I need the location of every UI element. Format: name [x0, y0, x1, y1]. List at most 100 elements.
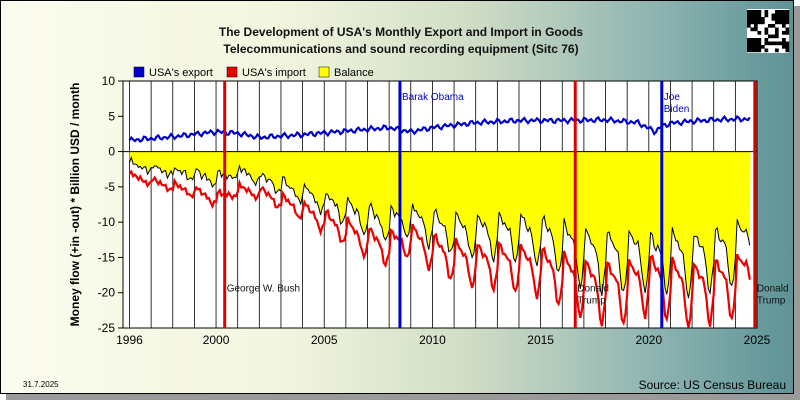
chart-title: The Development of USA's Monthly Export …	[219, 25, 584, 39]
qr-module	[757, 17, 762, 21]
president-label: Donald	[757, 283, 789, 294]
qr-code	[747, 9, 790, 53]
qr-module	[747, 17, 751, 21]
y-tick-label: 10	[102, 74, 116, 88]
qr-module	[782, 17, 786, 21]
qr-module	[747, 48, 751, 53]
qr-module	[747, 38, 751, 42]
x-tick-label: 2010	[419, 333, 446, 347]
x-tick-label: 2025	[744, 333, 771, 347]
qr-module	[764, 10, 769, 14]
x-tick-label: 1996	[116, 333, 143, 347]
qr-module	[747, 45, 751, 49]
qr-module	[771, 17, 776, 21]
export-line	[128, 114, 751, 143]
qr-module	[768, 34, 772, 39]
qr-module	[782, 24, 786, 28]
president-label: Donald	[577, 283, 609, 294]
qr-module	[747, 24, 751, 28]
qr-module	[750, 10, 755, 14]
qr-module	[754, 17, 758, 21]
qr-module	[775, 41, 779, 46]
qr-module	[757, 10, 762, 14]
chart-subtitle: Telecommunications and sound recording e…	[223, 42, 578, 56]
qr-module	[764, 31, 769, 35]
qr-module	[778, 41, 783, 46]
qr-module	[778, 10, 783, 14]
qr-module	[768, 24, 772, 28]
qr-module	[782, 20, 786, 25]
qr-module	[771, 41, 776, 46]
qr-module	[768, 41, 772, 46]
qr-module	[778, 13, 783, 18]
qr-module	[750, 17, 755, 21]
qr-module	[785, 10, 790, 14]
qr-module	[754, 20, 758, 25]
qr-module	[782, 41, 786, 46]
source-note: Source: US Census Bureau	[639, 378, 786, 392]
y-tick-label: -15	[98, 250, 116, 264]
legend-swatch	[226, 66, 238, 78]
qr-module	[782, 10, 786, 14]
balance-area-group	[123, 151, 757, 299]
qr-module	[771, 34, 776, 39]
y-axis-label: Money flow (+in -out) * Billion USD / mo…	[68, 83, 82, 327]
chart-frame: The Development of USA's Monthly Export …	[0, 0, 794, 394]
y-tick-label: -20	[98, 286, 116, 300]
qr-module	[764, 48, 769, 53]
president-label: Biden	[664, 104, 690, 115]
qr-module	[778, 20, 783, 25]
y-tick-label: -10	[98, 215, 116, 229]
y-tick-label: -5	[104, 180, 115, 194]
qr-module	[771, 24, 776, 28]
qr-module	[775, 34, 779, 39]
legend-label: USA's import	[242, 67, 306, 79]
qr-module	[754, 10, 758, 14]
qr-module	[764, 27, 769, 32]
qr-module	[782, 45, 786, 49]
qr-module	[754, 24, 758, 28]
qr-module	[757, 31, 762, 35]
qr-module	[754, 48, 758, 53]
qr-module	[757, 48, 762, 53]
qr-module	[775, 13, 779, 18]
qr-module	[750, 27, 755, 32]
legend-label: Balance	[334, 67, 374, 79]
legend-swatch	[318, 66, 330, 78]
qr-module	[785, 13, 790, 18]
series-group	[128, 114, 751, 328]
qr-module	[750, 38, 755, 42]
qr-module	[757, 45, 762, 49]
qr-module	[761, 17, 765, 21]
qr-module	[750, 41, 755, 46]
qr-module	[757, 20, 762, 25]
qr-module	[750, 20, 755, 25]
qr-module	[785, 31, 790, 35]
balance-line	[129, 155, 751, 299]
qr-module	[785, 48, 790, 53]
qr-module	[747, 10, 751, 14]
qr-module	[782, 31, 786, 35]
qr-module	[754, 38, 758, 42]
qr-module	[764, 38, 769, 42]
qr-module	[761, 20, 765, 25]
qr-module	[775, 48, 779, 53]
qr-module	[750, 13, 755, 18]
x-tick-label: 2000	[203, 333, 230, 347]
qr-module	[757, 41, 762, 46]
president-label: Joe	[664, 92, 681, 103]
qr-module	[782, 38, 786, 42]
qr-module	[757, 38, 762, 42]
qr-module	[775, 20, 779, 25]
qr-module	[754, 27, 758, 32]
qr-module	[785, 17, 790, 21]
qr-module	[775, 31, 779, 35]
y-tick-label: -25	[98, 321, 116, 335]
qr-module	[757, 13, 762, 18]
x-tick-label: 2020	[635, 333, 662, 347]
legend-label: USA's export	[149, 67, 213, 79]
president-label: Barak Obama	[402, 92, 464, 103]
qr-module	[754, 13, 758, 18]
